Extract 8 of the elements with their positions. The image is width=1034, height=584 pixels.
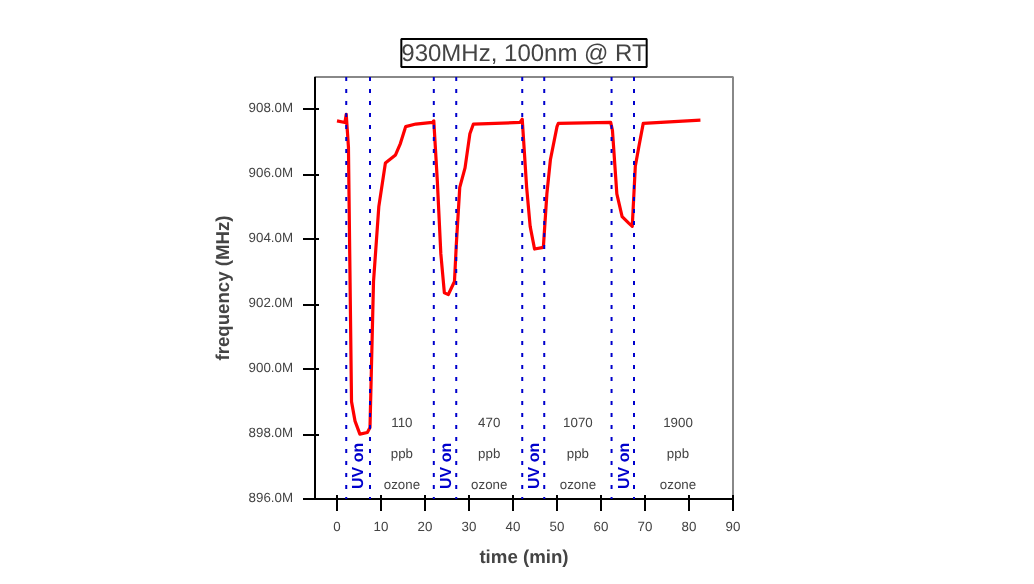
y-axis-title: frequency (MHz) <box>212 215 233 361</box>
chart-title: 930MHz, 100nm @ RT <box>401 39 649 67</box>
x-axis-title: time (min) <box>479 547 569 567</box>
ref-line-label: UV on <box>614 442 633 489</box>
ref-line-label: UV on <box>436 442 455 489</box>
ref-line-label: UV on <box>349 442 368 489</box>
ref-line-label: UV on <box>525 442 544 489</box>
line-series <box>335 112 703 436</box>
